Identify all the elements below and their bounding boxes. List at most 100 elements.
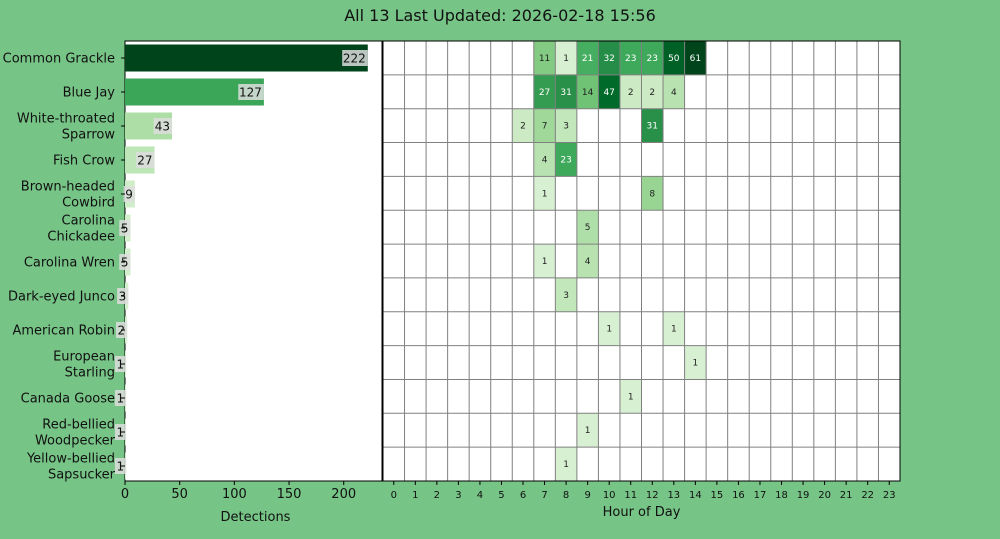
- species-label-line: Carolina: [62, 214, 116, 229]
- species-label-line: Blue Jay: [63, 86, 116, 101]
- species-label-line: Common Grackle: [3, 52, 115, 67]
- heatmap-cell-label: 2: [649, 88, 655, 98]
- species-label-line: Sparrow: [62, 128, 116, 143]
- heatmap-cell: [555, 74, 577, 109]
- heatmap-cell-label: 47: [603, 88, 614, 98]
- species-label: Fish Crow: [53, 154, 115, 169]
- heatmap-cell-label: 7: [542, 122, 548, 132]
- species-label-line: Carolina Wren: [24, 256, 115, 271]
- bar-value-label-bg: [238, 84, 264, 100]
- heatmap-cell: [533, 142, 556, 177]
- bar-value-label-bg: [114, 390, 127, 406]
- heatmap-cell-label: 31: [647, 122, 658, 132]
- species-label: Carolina Chickadee: [47, 214, 115, 245]
- heatmap-cell-label: 1: [671, 325, 677, 335]
- bar-value-label: 1: [116, 460, 124, 474]
- bar-value-label-bg: [114, 356, 127, 372]
- heatmap-cell: [684, 41, 707, 75]
- heatmap-cell: [533, 41, 556, 75]
- hour-tick-label: 0: [391, 490, 397, 501]
- heatmap-cell: [641, 108, 664, 143]
- species-label-line: Fish Crow: [53, 154, 115, 169]
- heatmap-frame: [382, 40, 901, 482]
- heatmap-cell-label: 8: [649, 189, 655, 199]
- species-label-line: European: [53, 350, 115, 365]
- heatmap-cell: [576, 413, 599, 448]
- hour-tick-label: 21: [840, 490, 853, 501]
- heatmap-cell: [555, 41, 577, 75]
- heatmap-x-axis-title: Hour of Day: [603, 505, 681, 520]
- heatmap-cell: [533, 176, 556, 211]
- heatmap-cell: [598, 311, 620, 346]
- chart-title: All 13 Last Updated: 2026-02-18 15:56: [344, 6, 656, 25]
- heatmap-cell-label: 1: [628, 392, 634, 402]
- heatmap-cell-label: 61: [690, 54, 701, 64]
- hour-tick-label: 22: [861, 490, 874, 501]
- heatmap-cell: [533, 108, 556, 143]
- bar-value-label: 43: [155, 120, 170, 134]
- species-label-line: White-throated: [17, 112, 115, 127]
- hour-tick-label: 4: [477, 490, 483, 501]
- bar-value-label-bg: [114, 424, 127, 440]
- heatmap-cell-label: 1: [692, 359, 698, 369]
- species-label: Brown-headed Cowbird: [21, 180, 115, 211]
- heatmap-cell-label: 23: [560, 155, 571, 165]
- hour-tick-label: 16: [732, 490, 745, 501]
- bar-value-label-bg: [123, 186, 135, 202]
- hour-tick-label: 9: [584, 490, 590, 501]
- x-tick-label: 0: [121, 487, 129, 502]
- hour-tick-label: 5: [498, 490, 504, 501]
- heatmap-cell-label: 23: [647, 54, 658, 64]
- bar-value-label-bg: [342, 50, 368, 66]
- heatmap-cell-label: 1: [606, 325, 612, 335]
- heatmap-cell-label: 3: [563, 291, 569, 301]
- hour-tick-label: 3: [455, 490, 461, 501]
- x-tick-label: 100: [222, 487, 247, 502]
- species-label: Carolina Wren: [24, 256, 115, 271]
- heatmap-cell-label: 21: [582, 54, 593, 64]
- hour-tick-label: 7: [541, 490, 547, 501]
- heatmap-cell-label: 50: [668, 54, 680, 64]
- bar-value-label: 1: [116, 426, 124, 440]
- heatmap-cell-label: 32: [603, 54, 614, 64]
- hour-tick-label: 8: [563, 490, 569, 501]
- heatmap-cell: [641, 74, 664, 109]
- heatmap-cell: [576, 41, 599, 75]
- species-label-line: Canada Goose: [21, 392, 115, 407]
- species-label-line: Cowbird: [62, 196, 115, 211]
- heatmap-cell-label: 2: [628, 88, 634, 98]
- species-label-line: Brown-headed: [21, 180, 115, 195]
- heatmap-cell: [663, 41, 685, 75]
- heatmap-cell: [555, 447, 577, 481]
- hour-tick-label: 18: [775, 490, 788, 501]
- heatmap-cell: [512, 108, 534, 143]
- bar-0: [125, 44, 368, 72]
- hour-tick-label: 10: [603, 490, 616, 501]
- bar-value-label-bg: [136, 152, 155, 168]
- heatmap-cell-label: 3: [563, 122, 569, 132]
- hour-tick-label: 13: [667, 490, 680, 501]
- heatmap-cell-label: 4: [671, 88, 677, 98]
- hour-tick-label: 19: [797, 490, 810, 501]
- species-label: Canada Goose: [21, 392, 115, 407]
- heatmap-cell-label: 1: [542, 257, 548, 267]
- species-label: American Robin: [12, 324, 115, 339]
- heatmap-cell-label: 27: [539, 88, 550, 98]
- heatmap-cell-label: 5: [585, 223, 591, 233]
- species-label-line: Yellow-bellied: [26, 452, 115, 467]
- species-label-line: Woodpecker: [35, 434, 116, 449]
- hour-tick-label: 20: [818, 490, 831, 501]
- bar-value-label-bg: [114, 458, 127, 474]
- heatmap-cell: [555, 277, 577, 312]
- heatmap-cell: [619, 41, 642, 75]
- species-label-line: Chickadee: [47, 230, 115, 245]
- heatmap-cell: [533, 74, 556, 109]
- bar-value-label: 1: [116, 358, 124, 372]
- heatmap-cell: [663, 74, 685, 109]
- heatmap-cell-label: 1: [585, 426, 591, 436]
- x-tick-label: 150: [277, 487, 302, 502]
- species-label-line: Red-bellied: [42, 418, 115, 433]
- hour-tick-label: 15: [711, 490, 724, 501]
